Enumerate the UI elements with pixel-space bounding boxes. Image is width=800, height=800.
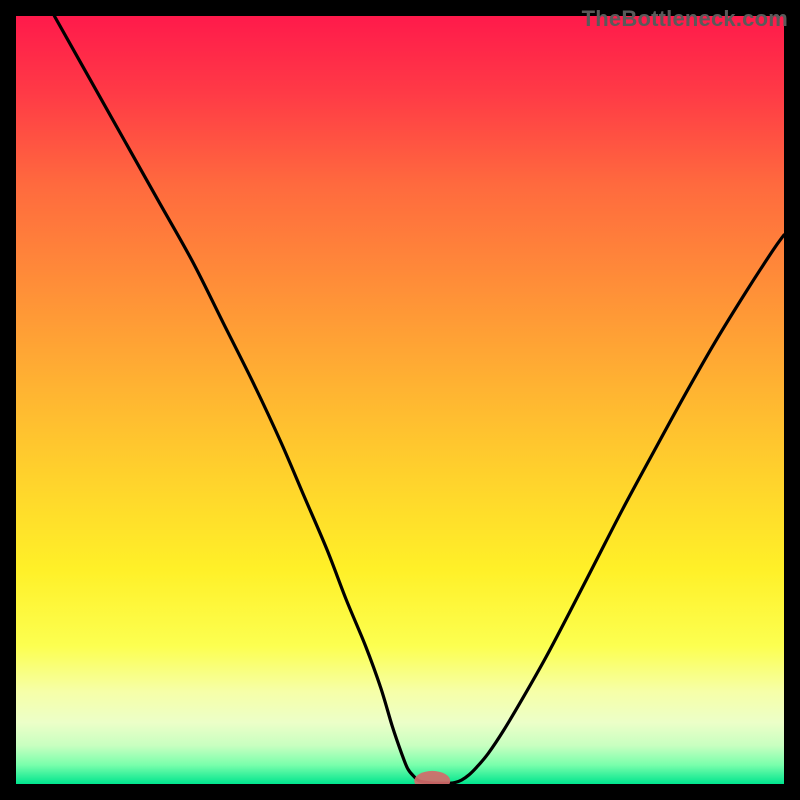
bottleneck-chart: TheBottleneck.com xyxy=(0,0,800,800)
chart-background xyxy=(16,16,784,784)
chart-svg xyxy=(0,0,800,800)
attribution-label: TheBottleneck.com xyxy=(582,6,788,32)
